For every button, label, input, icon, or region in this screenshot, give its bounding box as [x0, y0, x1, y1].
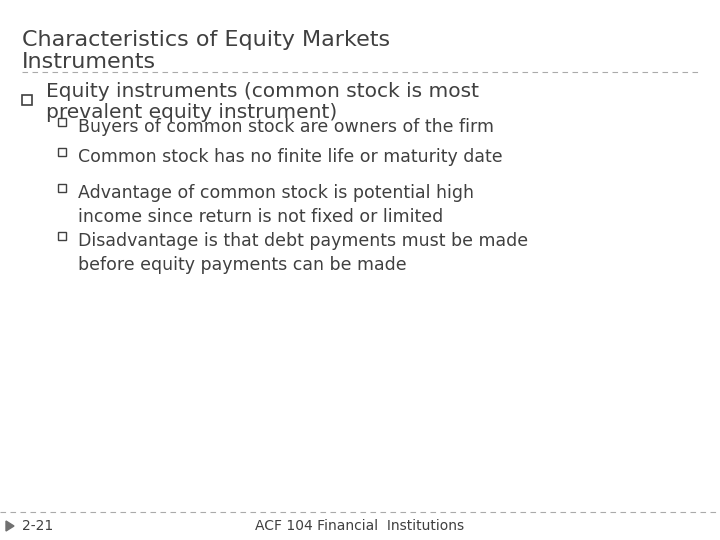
Text: Buyers of common stock are owners of the firm: Buyers of common stock are owners of the…: [78, 118, 494, 136]
Text: prevalent equity instrument): prevalent equity instrument): [46, 103, 337, 122]
Bar: [58, 184, 66, 192]
Text: Instruments: Instruments: [22, 52, 156, 72]
Bar: [58, 118, 66, 126]
Text: Common stock has no finite life or maturity date: Common stock has no finite life or matur…: [78, 148, 503, 166]
Text: Characteristics of Equity Markets: Characteristics of Equity Markets: [22, 30, 390, 50]
Bar: [22, 95, 32, 105]
Polygon shape: [6, 521, 14, 531]
Text: Equity instruments (common stock is most: Equity instruments (common stock is most: [46, 82, 479, 101]
Text: Disadvantage is that debt payments must be made
before equity payments can be ma: Disadvantage is that debt payments must …: [78, 232, 528, 274]
Text: ACF 104 Financial  Institutions: ACF 104 Financial Institutions: [256, 519, 464, 533]
Bar: [58, 232, 66, 240]
Text: Advantage of common stock is potential high
income since return is not fixed or : Advantage of common stock is potential h…: [78, 184, 474, 226]
Bar: [58, 148, 66, 156]
Text: 2-21: 2-21: [22, 519, 53, 533]
